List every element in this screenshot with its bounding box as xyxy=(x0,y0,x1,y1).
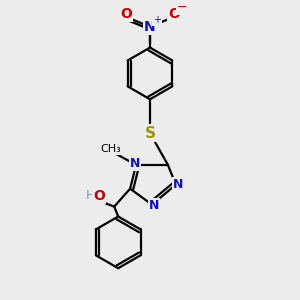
Text: N: N xyxy=(144,20,156,34)
Text: +: + xyxy=(153,15,161,25)
Text: H: H xyxy=(86,189,95,202)
Text: N: N xyxy=(172,178,183,191)
Text: O: O xyxy=(93,189,105,203)
Text: N: N xyxy=(130,158,140,170)
Text: O: O xyxy=(168,7,180,21)
Text: O: O xyxy=(120,7,132,21)
Text: CH₃: CH₃ xyxy=(100,144,121,154)
Text: S: S xyxy=(145,126,155,141)
Text: −: − xyxy=(176,1,187,14)
Text: N: N xyxy=(149,199,159,212)
